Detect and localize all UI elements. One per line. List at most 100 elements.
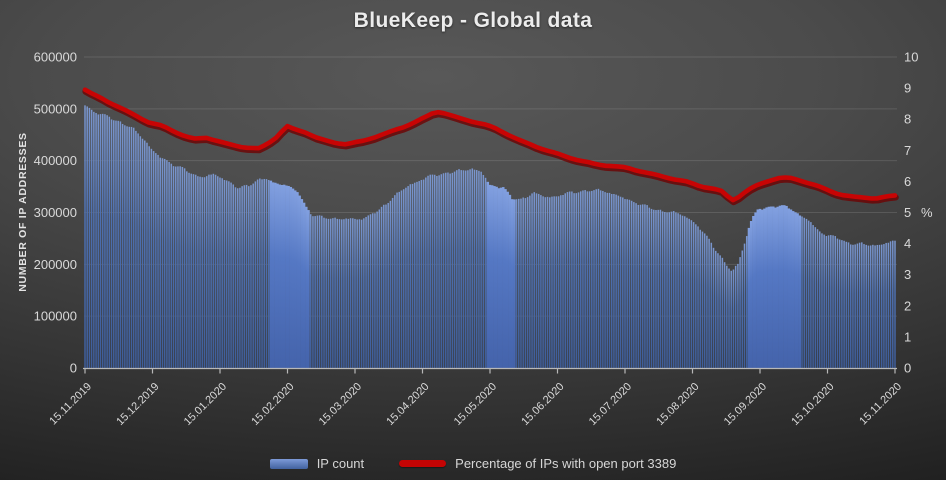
bar <box>161 158 164 368</box>
bar <box>405 187 407 368</box>
bar <box>573 193 575 368</box>
bar <box>356 219 358 368</box>
bar <box>841 240 843 368</box>
bar <box>518 198 520 368</box>
bar <box>619 196 622 368</box>
bar <box>876 244 879 368</box>
bar <box>767 206 771 368</box>
bar <box>549 197 551 368</box>
bar <box>163 158 166 368</box>
bar <box>442 173 445 368</box>
bar <box>261 179 263 368</box>
bar <box>650 208 653 368</box>
bar <box>124 125 126 368</box>
bar <box>653 209 655 368</box>
bar <box>743 243 746 368</box>
bar <box>502 187 505 368</box>
bar <box>88 107 91 369</box>
bar <box>591 190 593 368</box>
bar <box>192 174 195 368</box>
bar <box>219 177 221 368</box>
bar <box>119 121 122 368</box>
bar <box>478 170 480 368</box>
bar <box>309 214 312 368</box>
bar <box>347 218 350 368</box>
bar <box>661 211 664 368</box>
bar <box>497 188 501 368</box>
bar <box>575 193 578 368</box>
x-tick-label: 15.04.2020 <box>384 381 431 428</box>
bar <box>617 195 620 368</box>
bar <box>254 181 257 368</box>
bar <box>756 209 760 368</box>
bar <box>626 199 628 368</box>
x-tick-label: 15.09.2020 <box>722 381 769 428</box>
bar <box>659 209 662 368</box>
bar <box>602 190 604 368</box>
y-left-tick-label: 0 <box>70 361 77 376</box>
bar <box>783 205 786 368</box>
bar <box>493 186 496 368</box>
bar <box>383 204 385 368</box>
x-tick-label: 15.11.2020 <box>857 381 904 428</box>
bar <box>551 196 553 368</box>
bar <box>849 244 852 368</box>
bar <box>754 212 757 368</box>
bar <box>885 242 887 368</box>
bar <box>152 151 155 368</box>
bar <box>641 204 644 368</box>
bar <box>582 190 584 368</box>
bar <box>690 220 693 368</box>
bar <box>726 265 728 368</box>
bar <box>84 105 86 369</box>
bar <box>774 207 777 368</box>
bar <box>599 190 602 368</box>
bar <box>529 195 531 368</box>
bar <box>411 183 414 368</box>
bar <box>398 191 401 368</box>
bar <box>535 193 538 368</box>
bar <box>360 219 363 368</box>
bar <box>499 187 503 368</box>
bar <box>717 253 719 368</box>
bar <box>723 262 726 368</box>
bar <box>374 213 376 368</box>
bar <box>298 195 301 368</box>
bar <box>418 181 420 368</box>
bar <box>422 179 425 368</box>
bar <box>444 172 447 368</box>
percentage-legend-label: Percentage of IPs with open port 3389 <box>455 456 677 471</box>
bar <box>248 186 250 368</box>
y-right-tick-label: 9 <box>904 81 911 96</box>
bar <box>141 138 144 368</box>
bar <box>139 136 142 368</box>
bar <box>190 173 192 368</box>
bar <box>533 192 536 368</box>
y-left-tick-label: 400000 <box>34 153 77 168</box>
bar <box>776 206 779 368</box>
bar <box>684 216 686 368</box>
bar <box>832 235 834 368</box>
bar <box>376 211 378 368</box>
bar <box>834 236 836 368</box>
bar <box>854 244 856 368</box>
bar <box>697 226 699 368</box>
bar <box>872 244 874 368</box>
bar <box>510 199 514 368</box>
bar <box>708 238 710 368</box>
bar <box>287 185 290 368</box>
bar <box>280 184 284 368</box>
bar <box>664 212 666 368</box>
bar <box>564 193 566 368</box>
bar <box>765 207 768 368</box>
bar <box>179 166 181 368</box>
x-tick-label: 15.02.2020 <box>249 381 296 428</box>
bar <box>798 215 802 368</box>
bar <box>394 195 396 368</box>
bar <box>349 218 352 368</box>
bar <box>433 174 436 368</box>
bar <box>396 192 398 368</box>
bar <box>453 171 456 368</box>
